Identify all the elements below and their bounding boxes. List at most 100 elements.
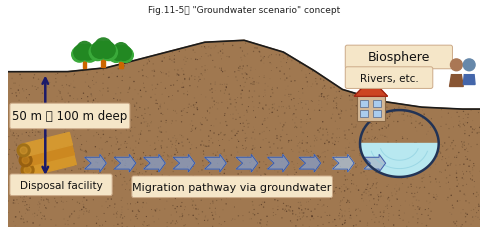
Point [128,119,135,122]
Point [143,215,150,218]
Point [280,156,288,160]
Point [155,127,162,130]
Point [15,144,23,148]
Point [106,187,114,191]
Point [108,136,116,140]
Point [460,123,468,126]
Point [341,151,349,154]
Point [427,209,435,213]
Point [418,177,426,180]
Point [155,181,162,185]
Point [216,172,224,176]
Point [214,108,221,111]
Point [277,191,285,195]
Point [241,72,249,75]
Point [151,142,158,145]
Point [109,121,117,125]
Point [314,203,322,206]
Point [178,183,185,187]
Point [230,128,238,132]
Point [35,158,42,162]
Point [392,169,400,173]
Point [401,111,408,114]
Point [36,131,44,134]
Point [368,139,375,142]
Point [244,192,252,196]
Point [416,166,424,170]
Point [353,214,360,218]
Point [278,65,286,69]
Point [117,92,124,95]
Point [299,142,306,145]
Point [224,75,232,79]
Point [192,196,200,199]
Point [212,213,219,216]
Point [460,110,468,114]
Point [283,107,290,110]
Point [108,176,116,180]
Point [175,142,182,146]
Point [66,186,74,190]
Point [309,100,316,104]
Point [58,195,66,199]
Point [375,220,383,224]
Point [207,195,215,199]
Point [39,148,47,152]
Point [191,103,199,107]
Point [113,137,120,141]
Point [96,185,104,188]
Point [31,185,39,189]
Point [158,60,166,64]
Point [455,115,463,119]
Point [30,77,37,80]
Point [309,83,317,87]
Point [174,151,181,154]
Point [34,155,41,159]
Point [430,125,437,129]
Point [364,183,372,187]
Point [316,126,324,130]
Point [172,137,180,141]
Polygon shape [364,155,385,172]
Point [135,138,143,141]
Point [326,183,334,187]
Point [442,149,450,153]
Point [145,129,153,133]
Point [427,166,434,170]
Point [312,182,320,185]
Point [206,207,214,210]
Point [218,83,226,87]
Point [285,208,293,212]
Point [131,224,138,228]
Point [389,111,396,114]
Point [324,175,332,179]
Point [382,172,389,175]
Point [286,107,293,111]
Point [59,146,67,150]
Point [180,73,188,77]
Point [332,140,339,144]
Point [82,207,90,211]
Point [130,80,138,84]
Point [48,116,56,119]
Point [357,106,365,110]
Point [389,111,396,114]
Point [336,136,343,140]
Point [330,100,337,104]
Point [382,164,390,168]
Point [131,89,139,92]
Point [327,117,335,120]
Point [11,141,19,144]
Point [164,108,171,112]
Point [464,158,471,161]
Point [432,180,440,184]
Point [332,102,340,106]
Circle shape [24,167,31,174]
Point [169,136,177,140]
Point [122,146,130,150]
Point [355,96,363,100]
Point [92,102,99,106]
Point [188,75,195,79]
Point [83,155,90,158]
Point [50,152,58,156]
